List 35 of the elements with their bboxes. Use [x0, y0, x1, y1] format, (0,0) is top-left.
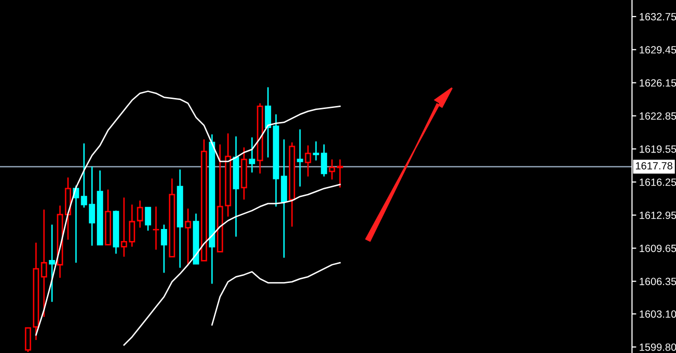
candlestick: [152, 206, 160, 250]
candlestick: [120, 196, 128, 258]
candlestick: [88, 166, 96, 246]
candlestick: [128, 204, 136, 248]
y-tick-label: 1619.55: [640, 145, 676, 153]
line-series: [211, 262, 341, 326]
line-series: [123, 184, 341, 346]
y-tick-label: 1629.45: [640, 46, 676, 54]
candlestick: [320, 144, 328, 178]
y-tick-label: 1622.85: [640, 112, 676, 120]
y-tick-label: 1632.75: [640, 13, 676, 20]
candlestick: [296, 128, 304, 188]
candlestick: [144, 206, 152, 232]
candlestick: [312, 140, 320, 162]
candlestick: [184, 208, 192, 266]
ref-line-label: 1617.78: [636, 162, 672, 170]
candlestick: [264, 86, 272, 158]
candlestick: [336, 158, 344, 188]
y-tick-label: 1599.80: [640, 343, 676, 351]
candlestick: [304, 144, 312, 178]
y-tick-label: 1612.95: [640, 212, 676, 219]
y-tick-label: 1603.10: [640, 310, 676, 318]
candlestick: [160, 224, 168, 274]
candlestick: [40, 208, 48, 318]
candlestick: [328, 158, 336, 180]
candlestick: [24, 327, 32, 353]
y-tick-label: 1606.35: [640, 278, 676, 286]
candlestick: [136, 200, 144, 228]
y-tick-label: 1616.25: [640, 178, 676, 186]
line-series: [35, 90, 341, 336]
candlestick: [248, 136, 256, 174]
candlestick: [48, 224, 56, 303]
candlestick: [80, 142, 88, 208]
y-tick-label: 1609.65: [640, 244, 676, 252]
y-tick-label: 1626.15: [640, 79, 676, 87]
